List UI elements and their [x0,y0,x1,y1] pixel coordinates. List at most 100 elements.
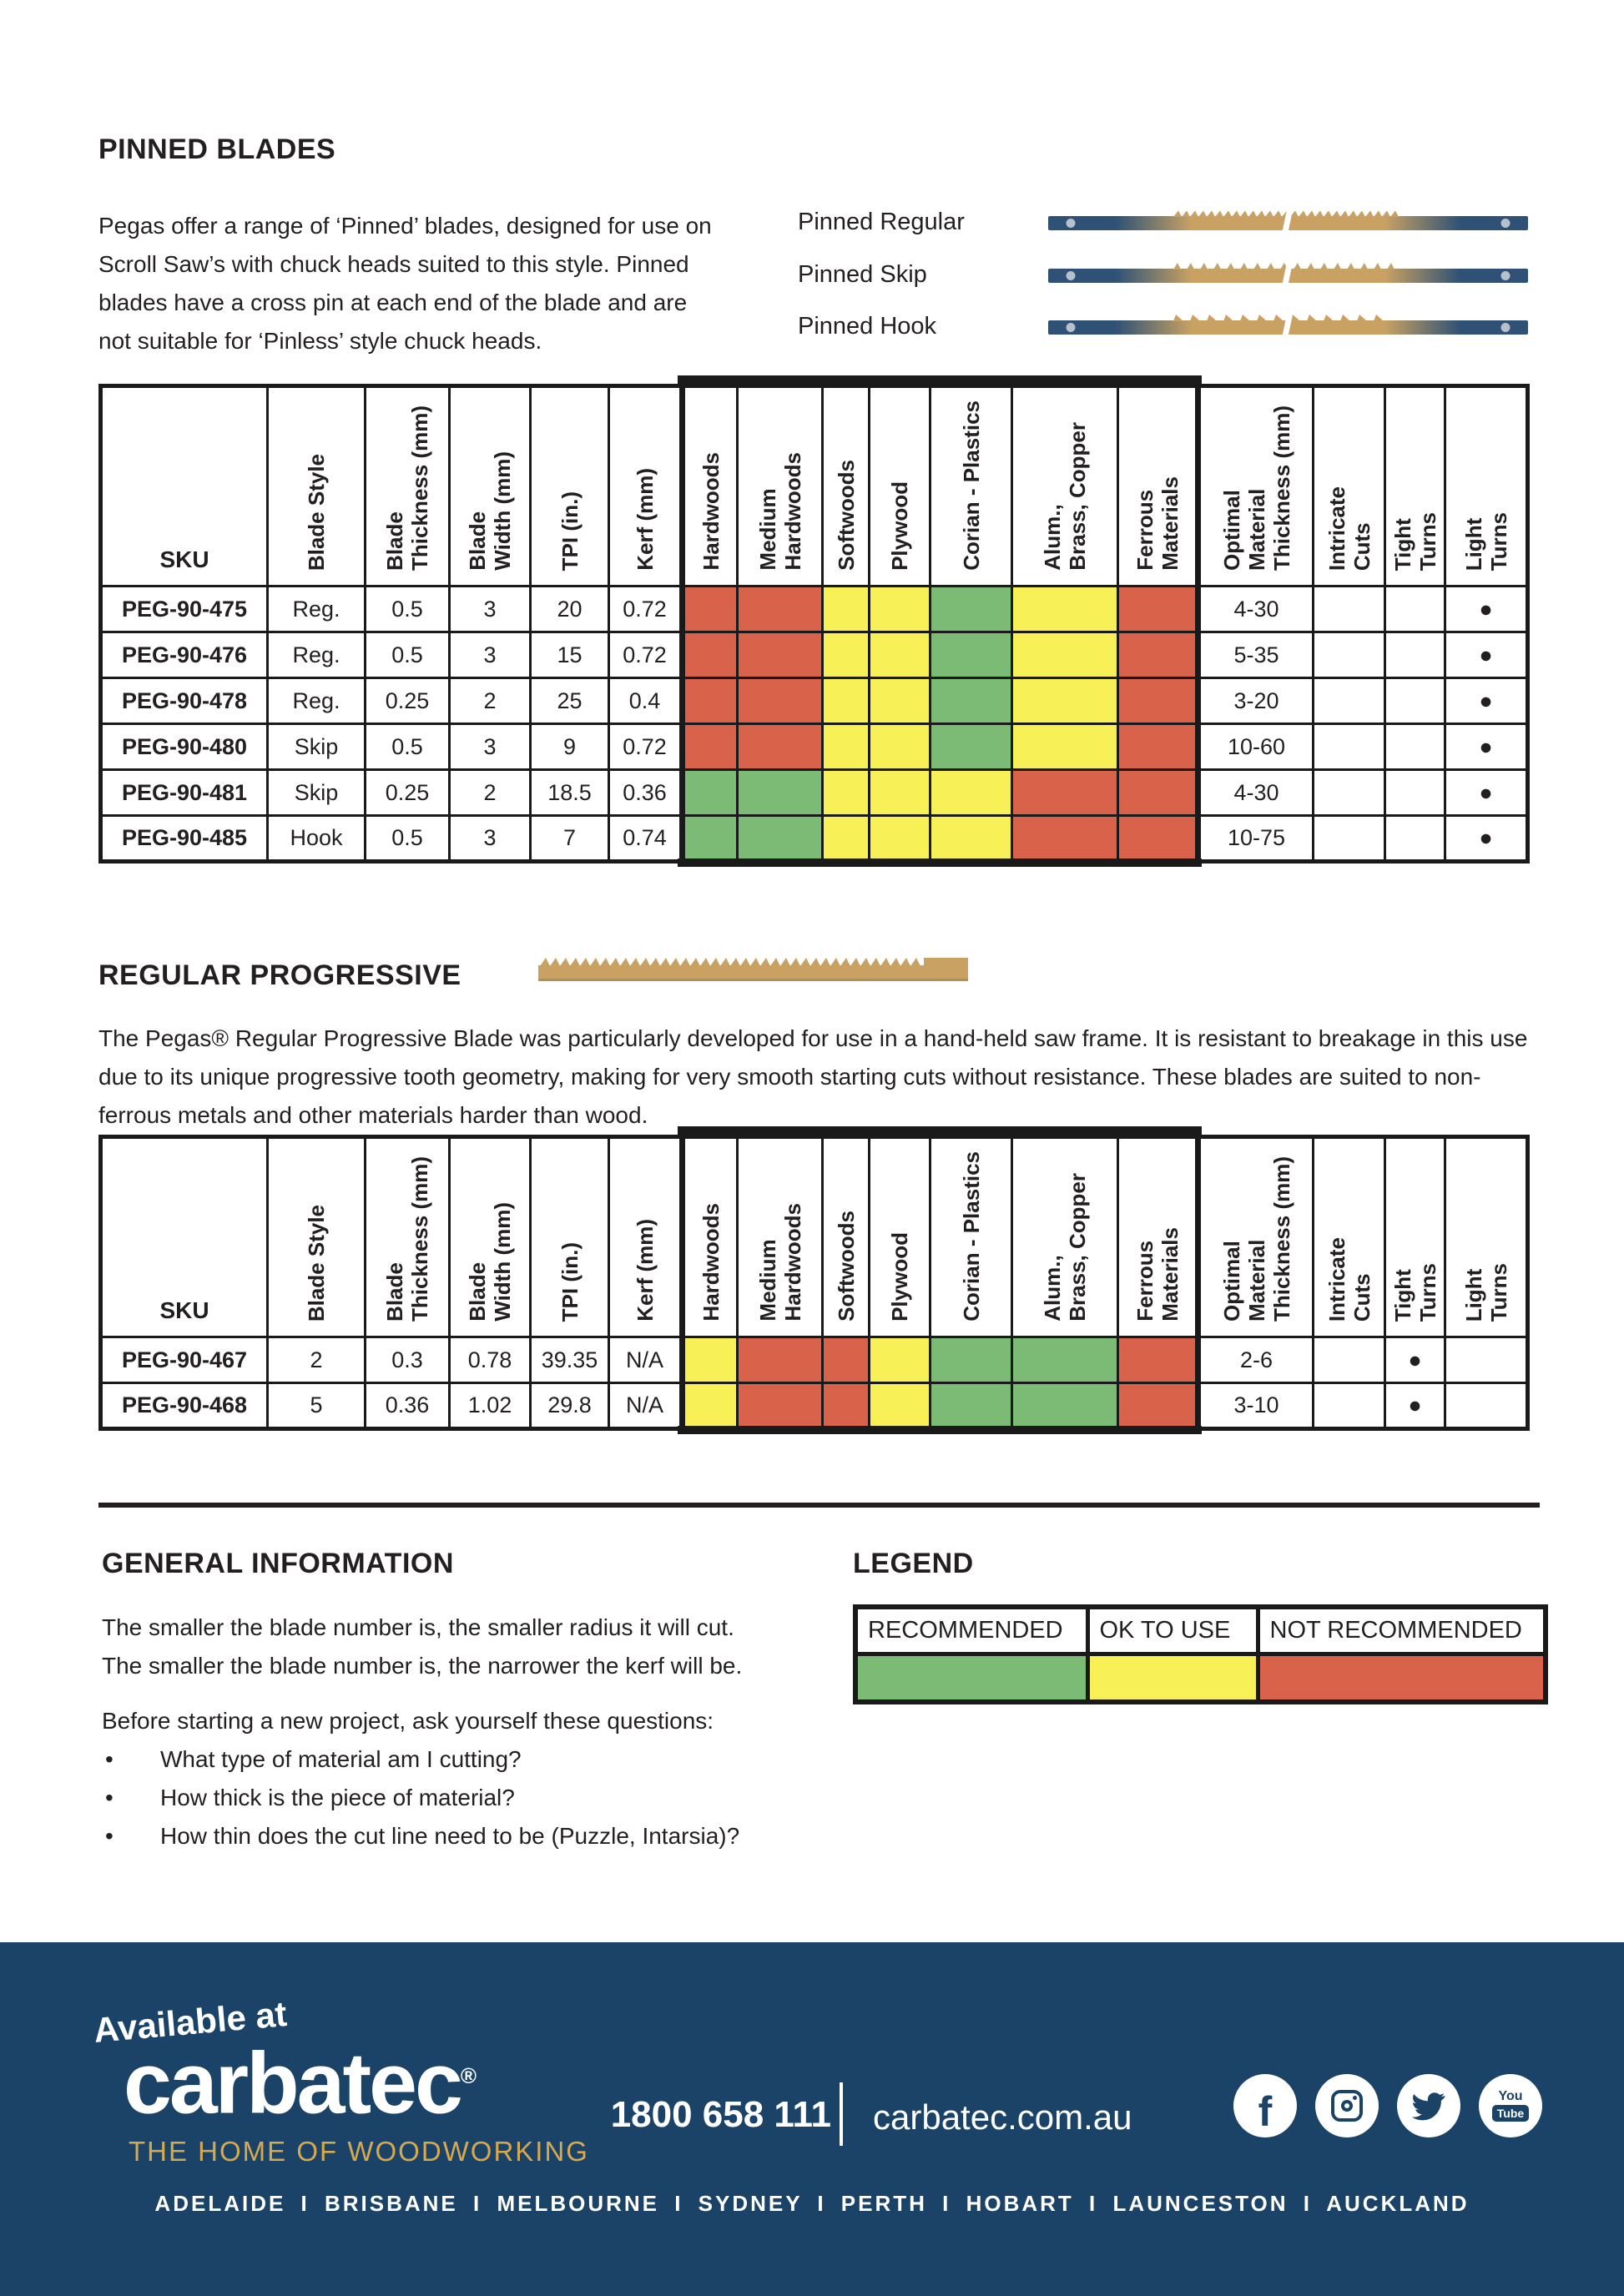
rating-cell [1117,631,1201,679]
sku-cell: PEG-90-467 [99,1336,269,1384]
dot-cell [1444,1336,1529,1384]
dot-cell: ● [1444,677,1529,725]
blade-row-regular: Pinned Regular [798,205,1528,239]
value-cell: 4-30 [1197,768,1314,817]
header-row: SKU Blade Style Blade Thickness (mm) Bla… [99,1135,1529,1338]
rating-cell [736,677,824,725]
value-cell: 0.25 [364,768,451,817]
value-cell: 5-35 [1197,631,1314,679]
value-cell: Reg. [266,585,366,633]
info-line: The smaller the blade number is, the nar… [102,1653,743,1679]
rating-cell [868,768,931,817]
value-cell: 0.3 [364,1336,451,1384]
column-header: Medium Hardwoods [736,385,824,587]
rating-cell [868,677,931,725]
bullet-icon: • [105,1746,113,1772]
value-cell: 0.36 [364,1382,451,1430]
legend-header-row: RECOMMENDED OK TO USE NOT RECOMMENDED [853,1604,1548,1656]
legend-label: NOT RECOMMENDED [1255,1604,1548,1656]
registered-mark: ® [460,2063,477,2088]
column-header: Blade Thickness (mm) [364,385,451,587]
facebook-icon[interactable]: f [1233,2074,1297,2137]
value-cell: 0.5 [364,814,451,863]
value-cell: Skip [266,768,366,817]
rating-cell [868,1382,931,1430]
progressive-table: SKU Blade Style Blade Thickness (mm) Bla… [98,1135,1530,1431]
column-header: Softwoods [821,385,870,587]
pinned-blades-table: SKU Blade Style Blade Thickness (mm) Bla… [98,384,1530,864]
rating-cell [1011,585,1119,633]
dot-cell [1312,1382,1386,1430]
materials-group-border-top [678,375,1202,385]
rating-cell [868,814,931,863]
value-cell: 20 [529,585,610,633]
value-cell: 0.74 [608,814,683,863]
info-line: The smaller the blade number is, the sma… [102,1614,734,1640]
legend-swatch-ok-to-use [1085,1651,1260,1704]
rating-cell [679,631,739,679]
question-text: How thick is the piece of material? [160,1785,515,1810]
table-row: PEG-90-476 Reg. 0.5 3 15 0.72 5-35 ● [99,631,1529,679]
column-header: Softwoods [821,1135,870,1338]
value-cell: 4-30 [1197,585,1314,633]
twitter-icon[interactable] [1397,2074,1460,2137]
questions-intro: Before starting a new project, ask yours… [102,1708,714,1734]
general-information-title: GENERAL INFORMATION [102,1548,454,1579]
rating-cell [929,1336,1013,1384]
pinned-hook-blade-image [1048,314,1528,339]
dot-cell: ● [1444,585,1529,633]
legend-title: LEGEND [853,1548,974,1579]
blade-row-hook: Pinned Hook [798,310,1528,343]
rating-cell [679,585,739,633]
value-cell: 0.4 [608,677,683,725]
column-header: Tight Turns [1384,385,1446,587]
table-row: PEG-90-481 Skip 0.25 2 18.5 0.36 4-30 ● [99,768,1529,817]
column-header: Ferrous Materials [1117,1135,1201,1338]
column-header: Intricate Cuts [1312,385,1386,587]
value-cell: 0.72 [608,723,683,771]
legend-label: OK TO USE [1085,1604,1260,1656]
value-cell: 0.72 [608,631,683,679]
website-link[interactable]: carbatec.com.au [873,2097,1132,2137]
value-cell: 0.78 [448,1336,532,1384]
rating-cell [679,723,739,771]
rating-cell [1117,768,1201,817]
column-header: Blade Width (mm) [448,1135,532,1338]
rating-cell [821,768,870,817]
rating-cell [821,814,870,863]
blade-label: Pinned Skip [798,260,927,288]
rating-cell [929,768,1013,817]
rating-cell [679,1382,739,1430]
column-header: Kerf (mm) [608,385,683,587]
dot-cell [1384,585,1446,633]
footer: Available at carbatec® THE HOME OF WOODW… [0,1942,1624,2296]
bullet-icon: • [105,1785,113,1810]
carbatec-logo: carbatec® [124,2035,477,2132]
materials-group-border-bottom [678,858,1202,867]
sku-cell: PEG-90-476 [99,631,269,679]
legend-swatch-row [853,1651,1548,1704]
rating-cell [679,1336,739,1384]
general-information-text: The smaller the blade number is, the sma… [102,1609,820,1685]
column-header: Alum., Brass, Copper [1011,1135,1119,1338]
value-cell: 25 [529,677,610,725]
rating-cell [821,723,870,771]
value-cell: 3-20 [1197,677,1314,725]
column-header: Medium Hardwoods [736,1135,824,1338]
value-cell: 0.5 [364,585,451,633]
value-cell: Skip [266,723,366,771]
value-cell: Reg. [266,677,366,725]
blade-row-skip: Pinned Skip [798,258,1528,291]
youtube-icon[interactable]: You Tube [1479,2074,1542,2137]
column-header: Blade Style [266,385,366,587]
value-cell: 2 [266,1336,366,1384]
instagram-icon[interactable] [1315,2074,1379,2137]
value-cell: 5 [266,1382,366,1430]
rating-cell [1011,768,1119,817]
value-cell: 3-10 [1197,1382,1314,1430]
sku-cell: PEG-90-468 [99,1382,269,1430]
sku-cell: PEG-90-481 [99,768,269,817]
rating-cell [736,631,824,679]
dot-cell [1444,1382,1529,1430]
dot-cell: ● [1444,814,1529,863]
